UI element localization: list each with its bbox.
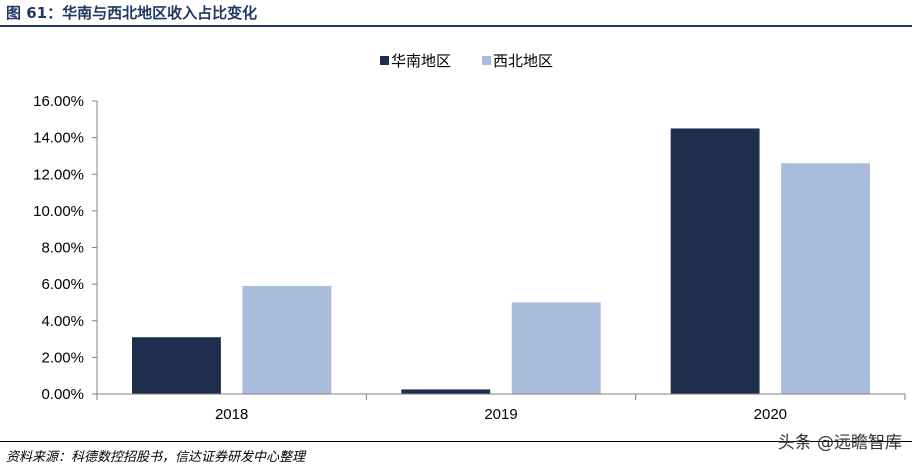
bar-2020-series-0 (670, 128, 760, 394)
x-tick-label: 2020 (754, 406, 787, 423)
x-tick-label: 2019 (484, 406, 517, 423)
legend-swatch-0 (380, 56, 389, 65)
y-tick-label: 4.00% (41, 313, 84, 330)
figure-title: 图 61：华南与西北地区收入占比变化 (6, 4, 258, 22)
bar-2018-series-0 (132, 337, 221, 394)
legend-label-0: 华南地区 (391, 52, 451, 70)
bar-2019-series-1 (511, 302, 601, 394)
legend-label-1: 西北地区 (493, 52, 553, 70)
y-tick-label: 8.00% (41, 240, 84, 257)
legend-swatch-1 (482, 56, 491, 65)
footer-divider (0, 441, 912, 442)
bar-2020-series-1 (781, 163, 870, 394)
y-axis: 0.00% 2.00% 4.00% 6.00% 8.00% 10.00% 12.00% 14.… (33, 93, 98, 403)
y-tick-label: 12.00% (33, 166, 84, 183)
bar-2019-series-0 (401, 389, 491, 394)
watermark: 头条 @远瞻智库 (777, 433, 902, 453)
x-tick-label: 2018 (215, 406, 248, 423)
title-divider (0, 25, 912, 27)
x-axis: 2018 2019 2020 (96, 393, 906, 423)
bar-2018-series-1 (242, 285, 332, 394)
y-tick-label: 10.00% (33, 203, 84, 220)
y-tick-label: 0.00% (41, 386, 84, 403)
bar-chart: 华南地区 西北地区 0.00% 2.00% 4.00% 6.00% 8.00% 10.00%… (33, 52, 906, 423)
source-note: 资料来源：科德数控招股书，信达证券研发中心整理 (6, 450, 306, 465)
legend: 华南地区 西北地区 (380, 52, 553, 70)
bars (132, 128, 870, 394)
y-tick-label: 14.00% (33, 130, 84, 147)
y-tick-label: 16.00% (33, 93, 84, 110)
y-tick-label: 2.00% (41, 349, 84, 366)
y-tick-label: 6.00% (41, 276, 84, 293)
